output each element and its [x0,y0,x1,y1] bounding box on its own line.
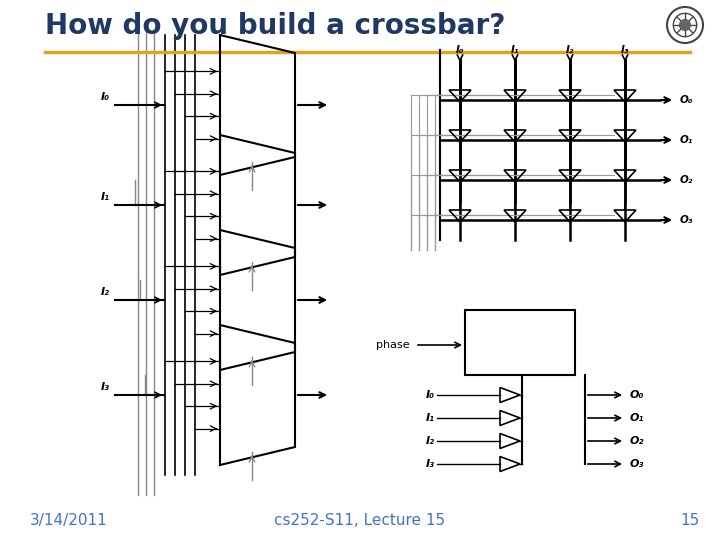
Text: I₃: I₃ [621,45,629,55]
Text: O₀: O₀ [680,95,693,105]
Text: I₁: I₁ [426,413,435,423]
Text: 15: 15 [680,513,700,528]
Text: How do you build a crossbar?: How do you build a crossbar? [45,12,505,40]
Text: O₀: O₀ [630,390,644,400]
Text: I₁: I₁ [510,45,519,55]
Text: I₁: I₁ [101,192,110,202]
Text: O₂: O₂ [680,175,693,185]
Text: phase: phase [377,340,410,350]
Text: O₃: O₃ [630,459,644,469]
Text: I₀: I₀ [456,45,464,55]
Text: I₂: I₂ [101,287,110,297]
Text: O₂: O₂ [630,436,644,446]
Text: Din: Din [477,360,496,370]
Circle shape [680,19,690,30]
Text: O₁: O₁ [630,413,644,423]
Text: addr: addr [473,340,499,350]
Text: O₁: O₁ [680,135,693,145]
Text: I₀: I₀ [426,390,435,400]
Text: I₂: I₂ [426,436,435,446]
Text: I₃: I₃ [426,459,435,469]
Text: O₃: O₃ [680,215,693,225]
Text: I₀: I₀ [101,92,110,102]
Text: I₃: I₃ [101,382,110,392]
Text: Dout: Dout [530,360,557,370]
Text: I₂: I₂ [566,45,574,55]
Text: 3/14/2011: 3/14/2011 [30,513,108,528]
Text: RAM: RAM [506,322,534,335]
Bar [465,310,575,375]
Text: cs252-S11, Lecture 15: cs252-S11, Lecture 15 [274,513,446,528]
